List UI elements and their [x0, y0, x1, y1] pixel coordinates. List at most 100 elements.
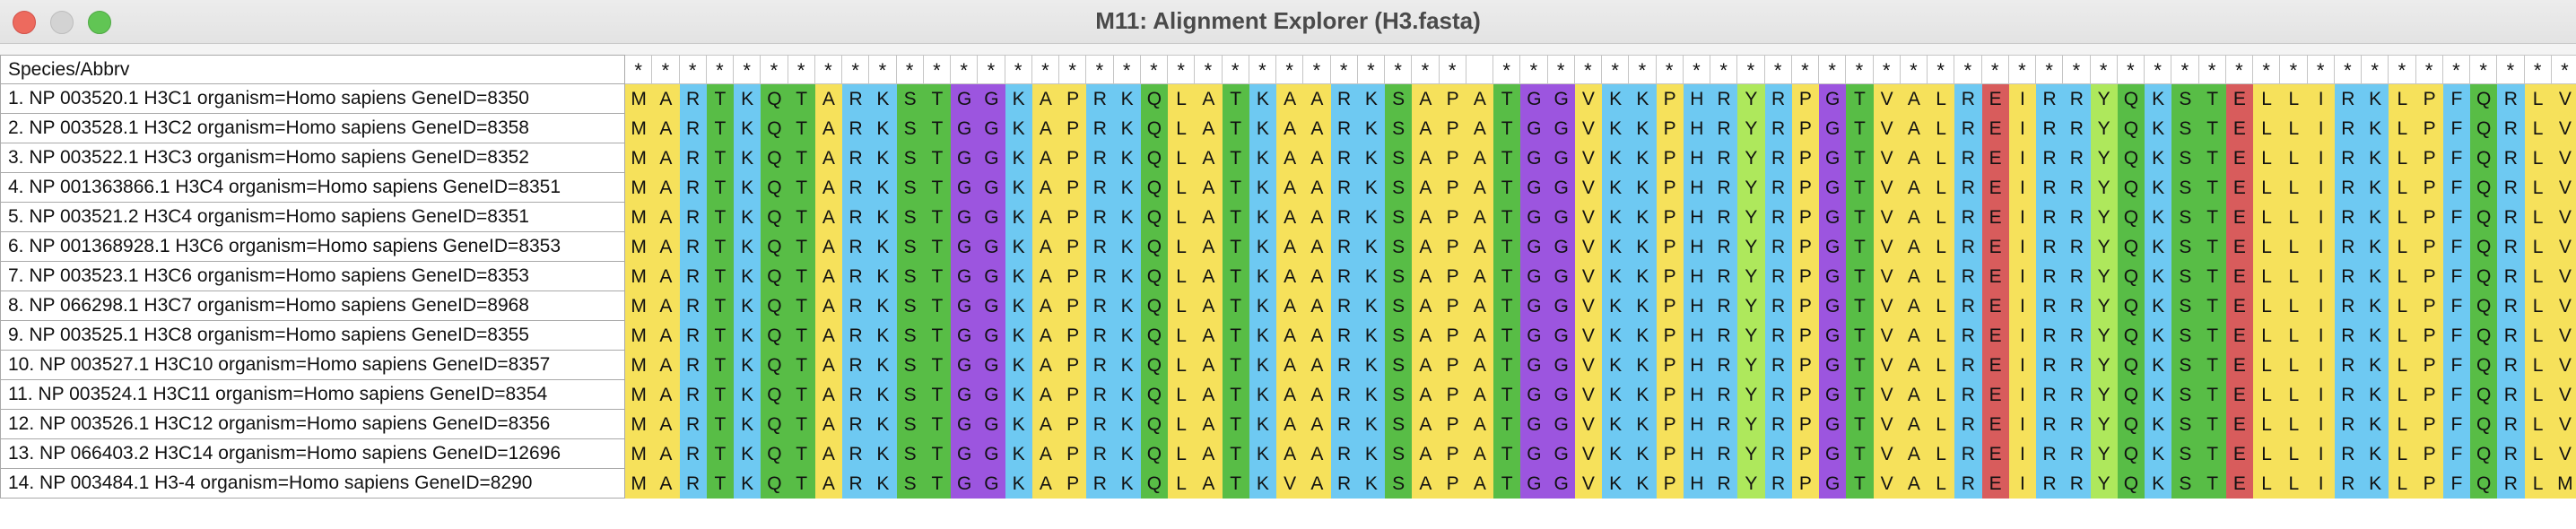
residue-cell[interactable]: L	[1168, 114, 1196, 143]
residue-cell[interactable]: P	[1656, 439, 1684, 469]
residue-cell[interactable]: T	[788, 232, 815, 262]
residue-cell[interactable]: L	[2253, 321, 2281, 351]
residue-cell[interactable]: R	[679, 321, 707, 351]
residue-cell[interactable]: H	[1683, 321, 1710, 351]
residue-cell[interactable]: S	[2171, 114, 2199, 143]
residue-cell[interactable]: Q	[2117, 351, 2145, 380]
residue-cell[interactable]: K	[1602, 232, 1630, 262]
residue-cell[interactable]: R	[1710, 469, 1738, 499]
residue-cell[interactable]: L	[2524, 351, 2552, 380]
residue-cell[interactable]: Q	[1140, 262, 1168, 291]
residue-cell[interactable]: G	[1547, 410, 1575, 439]
residue-cell[interactable]: G	[951, 469, 979, 499]
residue-cell[interactable]: K	[869, 262, 897, 291]
residue-cell[interactable]: R	[2334, 232, 2362, 262]
residue-cell[interactable]: R	[842, 143, 870, 173]
residue-cell[interactable]: L	[2524, 173, 2552, 203]
residue-cell[interactable]: A	[1031, 351, 1059, 380]
residue-cell[interactable]: K	[1005, 203, 1032, 232]
residue-cell[interactable]: S	[1385, 114, 1413, 143]
residue-cell[interactable]: K	[2362, 143, 2389, 173]
residue-cell[interactable]: G	[1520, 114, 1548, 143]
residue-cell[interactable]: K	[1249, 351, 1276, 380]
residue-cell[interactable]: L	[1168, 439, 1196, 469]
residue-cell[interactable]: L	[1168, 143, 1196, 173]
residue-cell[interactable]: T	[1222, 351, 1249, 380]
residue-cell[interactable]: A	[1900, 114, 1928, 143]
residue-cell[interactable]: Y	[2090, 114, 2118, 143]
residue-cell[interactable]: K	[1113, 439, 1141, 469]
residue-cell[interactable]: G	[978, 262, 1005, 291]
residue-cell[interactable]: Q	[761, 291, 788, 321]
residue-cell[interactable]: K	[1113, 84, 1141, 114]
residue-cell[interactable]: K	[734, 351, 761, 380]
residue-cell[interactable]: H	[1683, 291, 1710, 321]
residue-cell[interactable]: T	[1846, 232, 1874, 262]
residue-cell[interactable]: S	[2171, 439, 2199, 469]
residue-cell[interactable]: A	[652, 469, 680, 499]
residue-cell[interactable]: V	[1574, 262, 1602, 291]
residue-cell[interactable]: T	[923, 410, 951, 439]
residue-cell[interactable]: K	[2145, 439, 2172, 469]
residue-cell[interactable]: K	[1113, 114, 1141, 143]
residue-cell[interactable]: P	[1656, 173, 1684, 203]
residue-cell[interactable]: F	[2442, 410, 2470, 439]
residue-cell[interactable]: L	[2280, 410, 2308, 439]
residue-cell[interactable]: P	[1656, 232, 1684, 262]
residue-cell[interactable]: R	[1710, 143, 1738, 173]
residue-cell[interactable]: R	[1954, 262, 1982, 291]
residue-cell[interactable]: A	[652, 173, 680, 203]
residue-cell[interactable]: K	[2145, 173, 2172, 203]
residue-cell[interactable]: T	[2198, 291, 2226, 321]
residue-cell[interactable]: T	[1846, 262, 1874, 291]
residue-cell[interactable]: A	[1900, 173, 1928, 203]
residue-cell[interactable]: R	[2334, 84, 2362, 114]
residue-cell[interactable]: S	[2171, 380, 2199, 410]
residue-cell[interactable]: A	[1466, 173, 1493, 203]
residue-cell[interactable]: R	[1086, 321, 1114, 351]
residue-cell[interactable]: I	[2008, 321, 2036, 351]
residue-cell[interactable]: K	[1249, 143, 1276, 173]
residue-cell[interactable]: I	[2008, 380, 2036, 410]
residue-cell[interactable]: E	[2225, 469, 2253, 499]
residue-cell[interactable]: K	[734, 410, 761, 439]
residue-cell[interactable]: K	[1249, 469, 1276, 499]
residue-cell[interactable]: S	[1385, 351, 1413, 380]
residue-cell[interactable]: R	[1330, 232, 1358, 262]
residue-cell[interactable]: P	[2415, 262, 2443, 291]
residue-cell[interactable]: R	[2036, 84, 2064, 114]
residue-cell[interactable]: R	[2036, 143, 2064, 173]
residue-cell[interactable]: S	[2171, 351, 2199, 380]
residue-cell[interactable]: Q	[1140, 469, 1168, 499]
residue-cell[interactable]: L	[1928, 262, 1955, 291]
residue-cell[interactable]: V	[1276, 469, 1304, 499]
species-name[interactable]: 13. NP 066403.2 H3C14 organism=Homo sapi…	[0, 439, 625, 469]
residue-cell[interactable]: S	[2171, 262, 2199, 291]
residue-cell[interactable]: P	[1791, 469, 1819, 499]
residue-cell[interactable]: S	[896, 114, 924, 143]
residue-cell[interactable]: L	[2389, 232, 2416, 262]
residue-cell[interactable]: A	[1303, 262, 1331, 291]
residue-cell[interactable]: L	[1928, 84, 1955, 114]
residue-cell[interactable]: I	[2307, 232, 2335, 262]
residue-cell[interactable]: E	[2225, 291, 2253, 321]
residue-cell[interactable]: A	[1031, 262, 1059, 291]
residue-cell[interactable]: L	[1168, 262, 1196, 291]
residue-cell[interactable]: K	[2145, 321, 2172, 351]
residue-cell[interactable]: E	[2225, 351, 2253, 380]
residue-cell[interactable]: A	[1031, 469, 1059, 499]
residue-cell[interactable]: K	[1113, 291, 1141, 321]
residue-cell[interactable]: K	[1602, 291, 1630, 321]
residue-cell[interactable]: T	[923, 262, 951, 291]
residue-cell[interactable]: A	[1412, 439, 1440, 469]
residue-cell[interactable]: H	[1683, 143, 1710, 173]
residue-cell[interactable]: Y	[1737, 380, 1765, 410]
residue-cell[interactable]: K	[869, 291, 897, 321]
residue-cell[interactable]: S	[2171, 173, 2199, 203]
residue-cell[interactable]: T	[2198, 351, 2226, 380]
residue-cell[interactable]: R	[1764, 114, 1792, 143]
residue-cell[interactable]: G	[1547, 380, 1575, 410]
residue-cell[interactable]: R	[1330, 203, 1358, 232]
residue-cell[interactable]: V	[2551, 351, 2576, 380]
residue-cell[interactable]: K	[869, 439, 897, 469]
